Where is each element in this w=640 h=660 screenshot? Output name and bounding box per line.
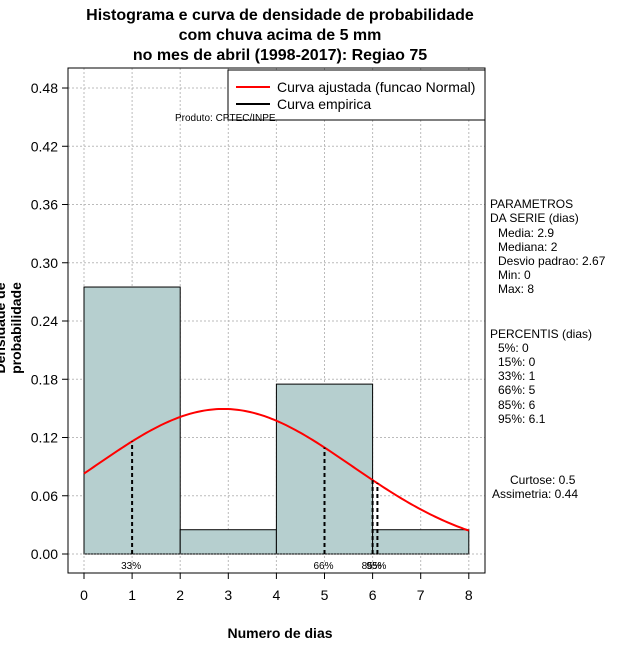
curtose-value: Curtose: 0.5	[510, 473, 576, 487]
param-mediana: Mediana: 2	[498, 240, 558, 254]
x-tick-label: 7	[417, 587, 425, 603]
chart-title-line-1: Histograma e curva de densidade de proba…	[86, 7, 474, 24]
y-tick-label: 0.00	[31, 546, 58, 562]
percentil-5: 5%: 0	[498, 341, 529, 355]
normal-curve	[83, 407, 470, 532]
x-tick-label: 4	[273, 587, 281, 603]
y-tick-label: 0.12	[31, 430, 58, 446]
param-max: Max: 8	[498, 282, 535, 296]
percentil-66: 66%: 5	[498, 383, 536, 397]
legend-label-normal: Curva ajustada (funcao Normal)	[277, 79, 475, 95]
chart-title-line-3: no mes de abril (1998-2017): Regiao 75	[132, 47, 428, 64]
y-tick-label: 0.42	[31, 138, 58, 154]
x-tick-label: 0	[80, 587, 88, 603]
percentil-33: 33%: 1	[498, 369, 536, 383]
histogram-bar-2	[179, 529, 277, 555]
x-axis-label: Numero de dias	[227, 625, 333, 641]
x-tick-label: 2	[176, 587, 184, 603]
percentile-label-66: 66%	[314, 561, 334, 572]
x-tick-label: 6	[369, 587, 377, 603]
params-heading-2: DA SERIE (dias)	[490, 211, 579, 225]
legend-box	[227, 69, 486, 121]
y-axis-label: Densidade de probabilidade	[0, 282, 24, 374]
y-tick-label: 0.30	[31, 255, 58, 271]
params-heading-1: PARAMETROS	[490, 197, 574, 211]
percentil-15: 15%: 0	[498, 355, 536, 369]
y-tick-label: 0.24	[31, 313, 58, 329]
x-tick-label: 1	[128, 587, 136, 603]
x-tick-label: 8	[465, 587, 473, 603]
assimetria-value: Assimetria: 0.44	[492, 487, 579, 501]
y-tick-label: 0.18	[31, 371, 58, 387]
y-tick-label: 0.36	[31, 197, 58, 213]
percentil-85: 85%: 6	[498, 398, 536, 412]
histogram-bar-1	[83, 286, 181, 555]
x-tick-label: 3	[224, 587, 232, 603]
legend-label-empirical: Curva empirica	[277, 96, 371, 112]
credit-text: Produto: CPTEC/INPE	[175, 113, 276, 124]
percentile-label-33: 33%	[121, 561, 141, 572]
param-min: Min: 0	[498, 268, 531, 282]
histogram-bar-4	[372, 529, 470, 555]
param-desvio: Desvio padrao: 2.67	[498, 254, 606, 268]
percentile-label-85: 85%	[362, 561, 382, 572]
percentil-95: 95%: 6.1	[498, 412, 546, 426]
y-tick-label: 0.48	[31, 80, 58, 96]
x-tick-label: 5	[321, 587, 329, 603]
percentile-label-95: 95%	[366, 561, 386, 572]
param-media: Media: 2.9	[498, 226, 555, 240]
chart-title-line-2: com chuva acima de 5 mm	[178, 27, 382, 44]
y-tick-label: 0.06	[31, 488, 58, 504]
percentis-heading: PERCENTIS (dias)	[490, 327, 593, 341]
